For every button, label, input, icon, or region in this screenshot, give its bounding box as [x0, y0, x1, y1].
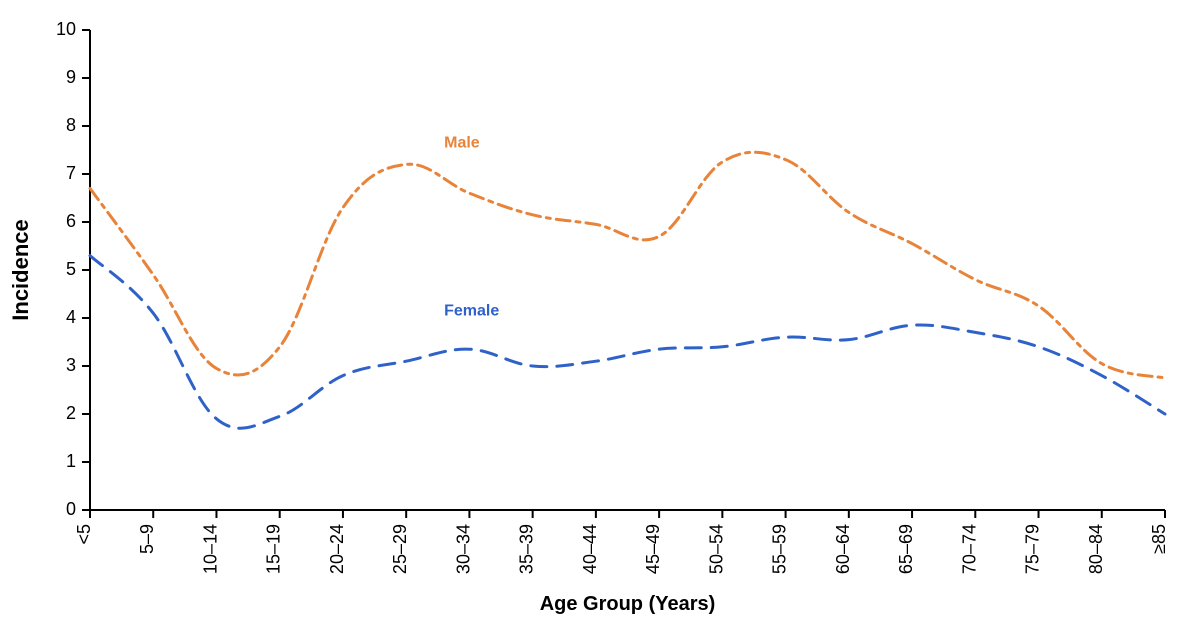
x-tick-label: 20–24 — [327, 524, 347, 574]
x-tick-label: 40–44 — [580, 524, 600, 574]
x-tick-label: 45–49 — [643, 524, 663, 574]
x-tick-label: 15–19 — [264, 524, 284, 574]
x-tick-label: 60–64 — [833, 524, 853, 574]
x-axis-title: Age Group (Years) — [540, 593, 716, 615]
y-tick-label: 9 — [66, 67, 76, 87]
x-tick-label: 5–9 — [137, 524, 157, 554]
y-tick-label: 2 — [66, 403, 76, 423]
y-tick-label: 4 — [66, 307, 76, 327]
y-tick-label: 10 — [56, 19, 76, 39]
x-tick-label: 70–74 — [959, 524, 979, 574]
y-tick-label: 1 — [66, 451, 76, 471]
series-line-male — [90, 152, 1165, 378]
y-tick-label: 0 — [66, 499, 76, 519]
series-label-male: Male — [444, 135, 480, 152]
x-tick-label: 25–29 — [390, 524, 410, 574]
x-tick-label: 50–54 — [706, 524, 726, 574]
x-tick-label: 55–59 — [770, 524, 790, 574]
x-tick-label: ≥85 — [1149, 524, 1169, 554]
x-tick-label: 10–14 — [200, 524, 220, 574]
y-tick-label: 5 — [66, 259, 76, 279]
chart-svg: 0 1 2 3 4 5 6 7 8 9 10 <5 5–9 10–14 15–19 20–24 25–29 30–… — [0, 0, 1185, 625]
y-tick-label: 3 — [66, 355, 76, 375]
x-tick-label: 80–84 — [1086, 524, 1106, 574]
y-tick-label: 8 — [66, 115, 76, 135]
series-label-female: Female — [444, 303, 499, 320]
x-tick-label: 35–39 — [517, 524, 537, 574]
y-axis-title: Incidence — [8, 219, 33, 320]
x-tick-label: 75–79 — [1023, 524, 1043, 574]
series-line-female — [90, 256, 1165, 429]
x-tick-label: 65–69 — [896, 524, 916, 574]
y-tick-label: 7 — [66, 163, 76, 183]
incidence-chart: 0 1 2 3 4 5 6 7 8 9 10 <5 5–9 10–14 15–19 20–24 25–29 30–… — [0, 0, 1185, 625]
x-tick-label: <5 — [74, 524, 94, 545]
x-tick-label: 30–34 — [453, 524, 473, 574]
y-tick-label: 6 — [66, 211, 76, 231]
